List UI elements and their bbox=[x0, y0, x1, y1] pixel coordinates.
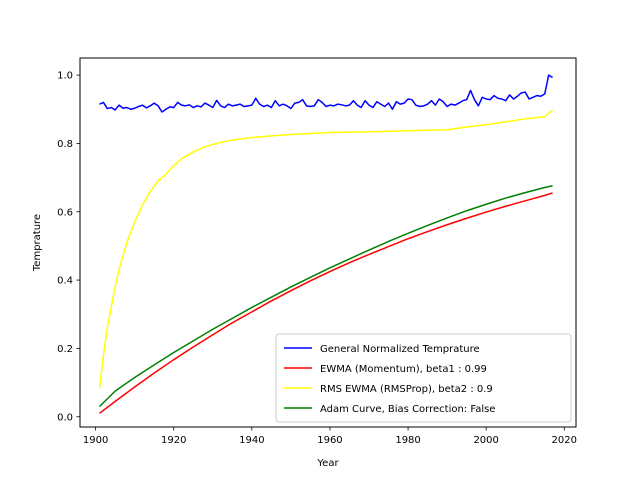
y-axis: 0.0 0.2 0.4 0.6 0.8 1.0 bbox=[57, 71, 80, 423]
x-tick-label: 1960 bbox=[317, 435, 342, 446]
y-tick-label: 1.0 bbox=[57, 71, 73, 82]
x-tick-label: 1940 bbox=[239, 435, 264, 446]
x-tick-label: 2020 bbox=[552, 435, 577, 446]
y-tick-label: 0.6 bbox=[57, 207, 73, 218]
y-tick-label: 0.2 bbox=[57, 344, 73, 355]
legend-label-2: EWMA (Momentum), beta1 : 0.99 bbox=[320, 364, 487, 375]
legend-label-4: Adam Curve, Bias Correction: False bbox=[320, 404, 495, 415]
x-tick-label: 1920 bbox=[161, 435, 186, 446]
x-tick-label: 1980 bbox=[395, 435, 420, 446]
y-tick-label: 0.0 bbox=[57, 412, 73, 423]
x-tick-label: 1900 bbox=[83, 435, 108, 446]
series-line-1 bbox=[99, 74, 553, 113]
series-line-2 bbox=[99, 192, 553, 414]
y-tick-label: 0.8 bbox=[57, 139, 73, 150]
legend-label-1: General Normalized Temprature bbox=[320, 344, 480, 355]
y-axis-label: Temprature bbox=[32, 214, 43, 272]
legend: General Normalized Temprature EWMA (Momen… bbox=[275, 333, 572, 423]
x-axis-label: Year bbox=[316, 458, 339, 469]
x-axis: 1900 1920 1940 1960 1980 2000 2020 bbox=[83, 427, 577, 446]
series-layer bbox=[98, 74, 554, 414]
plot-frame bbox=[79, 57, 577, 428]
x-tick-label: 2000 bbox=[473, 435, 498, 446]
legend-box bbox=[275, 333, 572, 423]
legend-label-3: RMS EWMA (RMSProp), beta2 : 0.9 bbox=[320, 384, 493, 395]
series-line-3 bbox=[98, 109, 554, 388]
series-line-4 bbox=[99, 185, 553, 408]
y-tick-label: 0.4 bbox=[57, 276, 73, 287]
